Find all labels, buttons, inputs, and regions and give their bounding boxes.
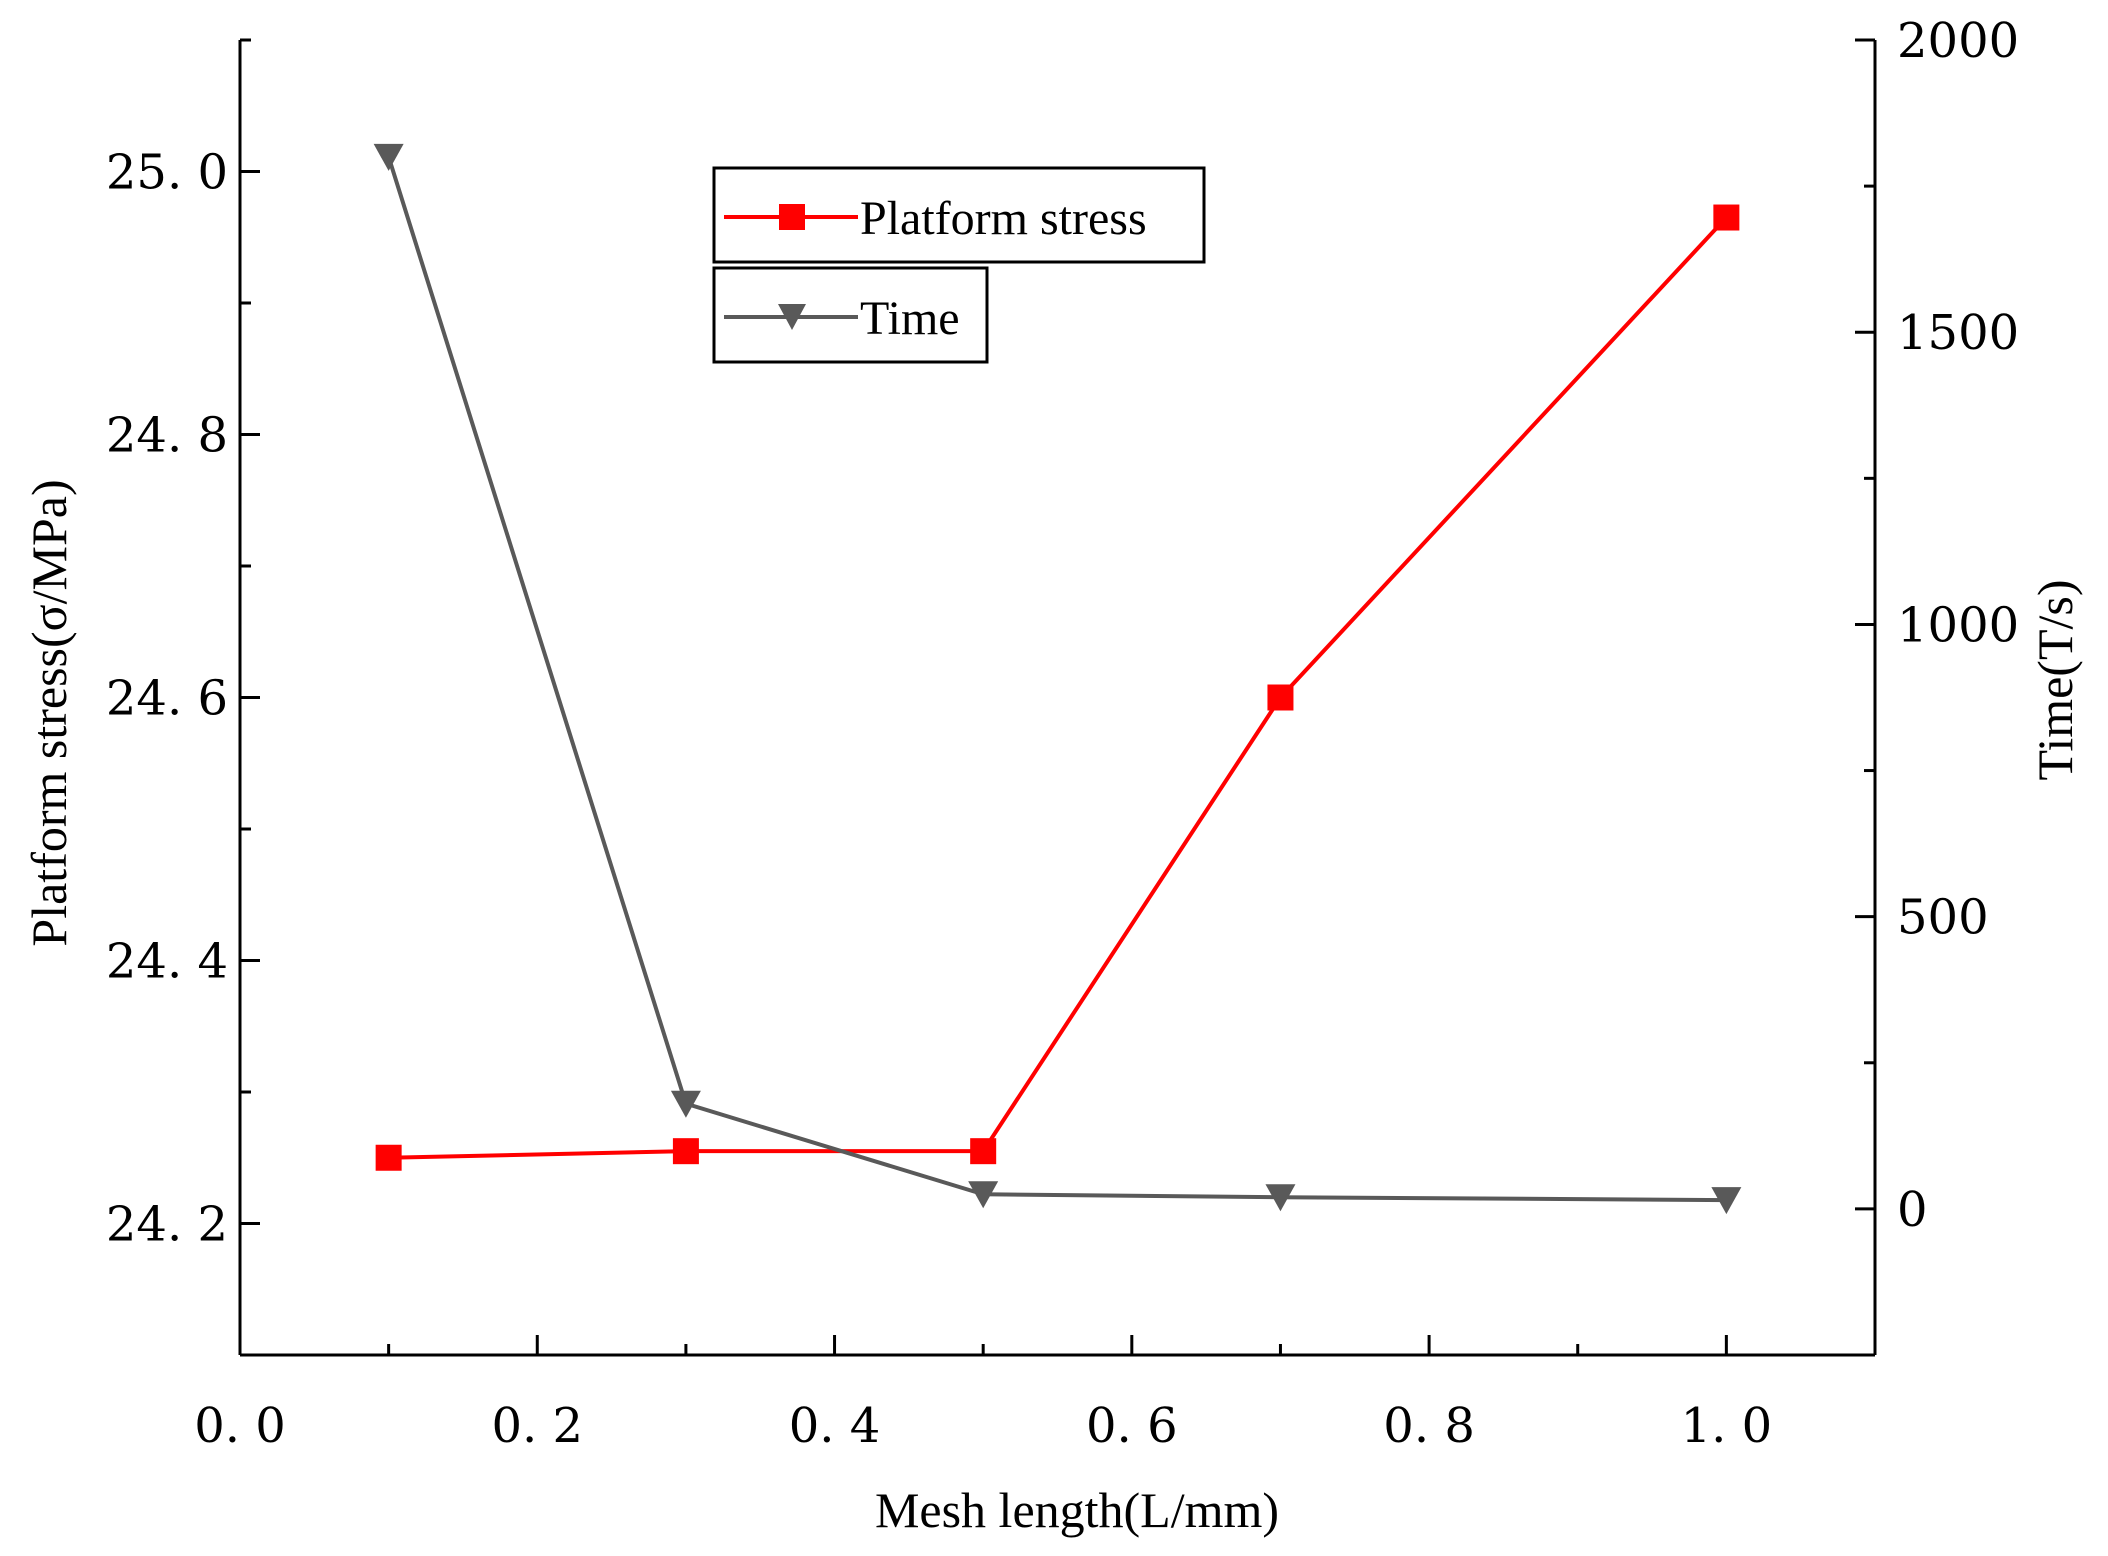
y-right-tick-label: 500 — [1897, 890, 1989, 946]
x-axis-title: Mesh length(L/mm) — [875, 1482, 1279, 1538]
x-tick-label: 0. 6 — [1086, 1398, 1178, 1454]
y-left-tick-label: 25. 0 — [106, 145, 228, 201]
data-point-platform-stress — [1713, 204, 1740, 231]
y-left-tick-label: 24. 8 — [106, 408, 228, 464]
legend-label-time: Time — [860, 292, 960, 345]
data-point-time — [373, 143, 404, 171]
y-right-tick-label: 1000 — [1897, 597, 2019, 653]
y-right-axis-title: Time(T/s) — [2027, 580, 2083, 781]
x-tick-label: 0. 2 — [491, 1398, 583, 1454]
y-left-tick-label: 24. 2 — [106, 1197, 228, 1253]
x-tick-label: 0. 8 — [1383, 1398, 1475, 1454]
legend-platform-stress: Platform stress — [712, 166, 1206, 264]
axes: 0. 0 0. 2 0. 4 0. 6 0. 8 1. 0 24. 2 24. 4 24. 6 2… — [106, 13, 2019, 1454]
series-line-time — [386, 156, 1727, 1203]
data-point-platform-stress — [375, 1144, 402, 1171]
x-tick-label: 0. 0 — [194, 1398, 286, 1454]
y-left-axis-title: Platform stress(σ/MPa) — [21, 479, 77, 946]
y-right-tick-label: 0 — [1897, 1182, 1928, 1238]
y-left-tick-label: 24. 4 — [106, 934, 228, 990]
y-left-tick-label: 24. 6 — [106, 671, 228, 727]
y-right-tick-label: 2000 — [1897, 13, 2019, 69]
legend-marker-platform-stress — [779, 204, 805, 230]
legend-marker-time — [778, 304, 806, 330]
data-point-platform-stress — [672, 1138, 699, 1165]
y-right-tick-label: 1500 — [1897, 305, 2019, 361]
data-point-time — [1265, 1184, 1296, 1212]
data-point-platform-stress — [970, 1138, 997, 1165]
data-point-time — [968, 1181, 999, 1209]
x-tick-label: 0. 4 — [789, 1398, 881, 1454]
data-point-time — [670, 1090, 701, 1118]
data-point-time — [1711, 1187, 1742, 1215]
legend-time: Time — [712, 266, 989, 364]
series-line-platform-stress — [388, 216, 1728, 1160]
series-layer — [373, 143, 1742, 1215]
legend-label-platform-stress: Platform stress — [860, 192, 1147, 245]
data-point-platform-stress — [1267, 684, 1294, 711]
x-tick-label: 1. 0 — [1681, 1398, 1773, 1454]
